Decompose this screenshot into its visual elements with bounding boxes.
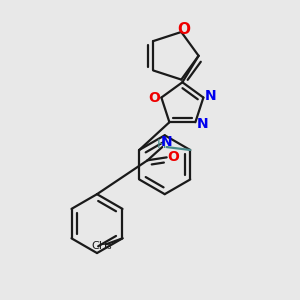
Text: N: N — [161, 135, 172, 149]
Text: CH₃: CH₃ — [92, 241, 112, 251]
Text: N: N — [197, 117, 208, 131]
Text: O: O — [178, 22, 191, 37]
Text: O: O — [167, 150, 179, 164]
Text: H: H — [157, 138, 166, 151]
Text: N: N — [205, 89, 217, 103]
Text: O: O — [148, 91, 160, 104]
